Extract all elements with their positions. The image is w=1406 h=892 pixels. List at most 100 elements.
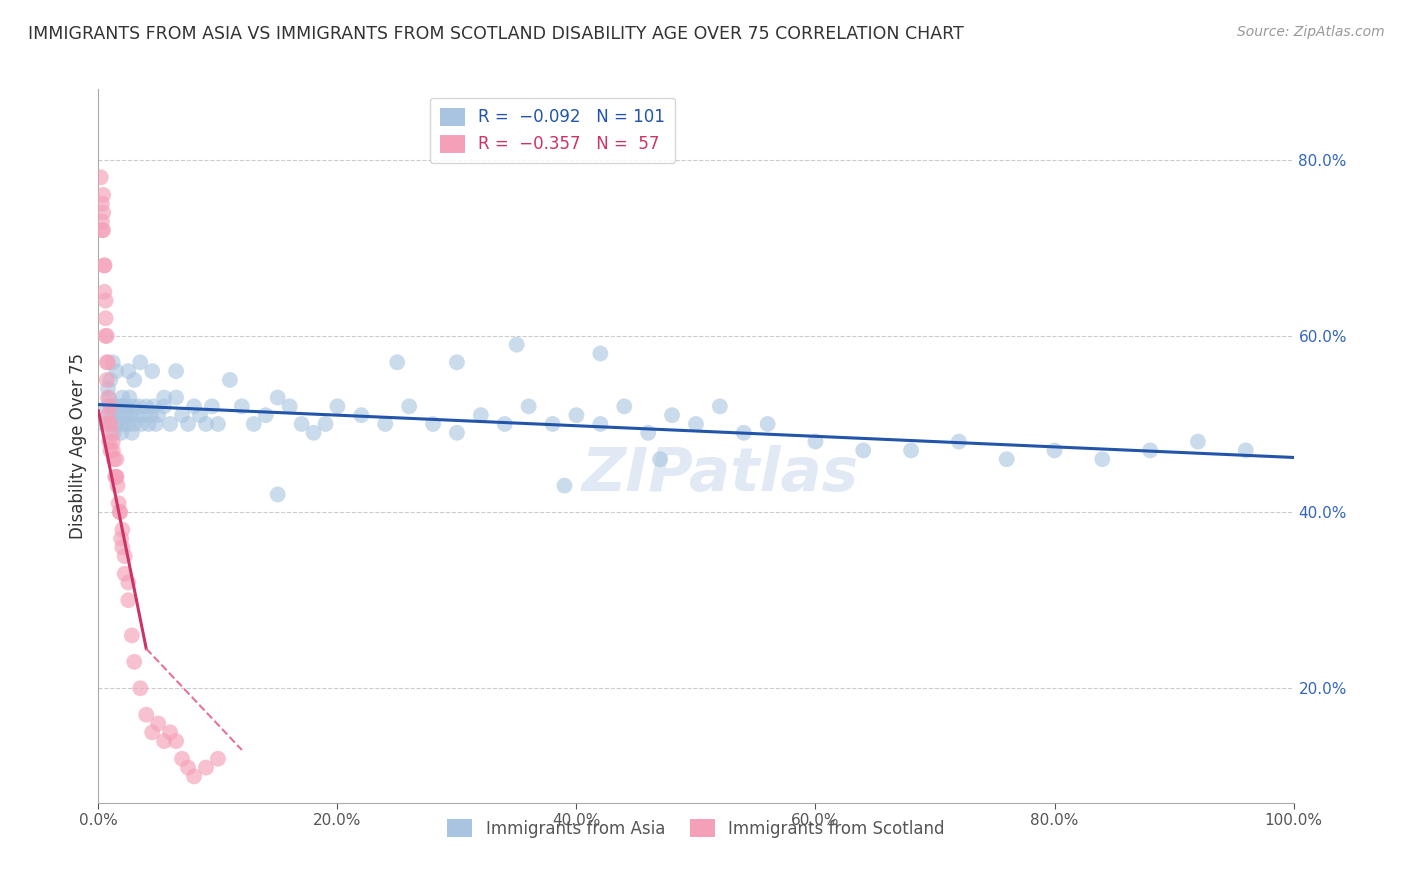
Point: [98, 400, 122, 414]
Point: [129, 681, 152, 696]
Point: [101, 408, 124, 422]
Point: [96, 400, 118, 414]
Point: [141, 725, 163, 739]
Point: [159, 417, 181, 431]
Point: [93, 259, 115, 273]
Point: [110, 532, 132, 546]
Point: [756, 417, 779, 431]
Point: [517, 400, 540, 414]
Point: [120, 408, 142, 422]
Point: [148, 716, 170, 731]
Point: [948, 434, 970, 449]
Point: [422, 417, 444, 431]
Point: [111, 541, 134, 555]
Point: [112, 408, 135, 422]
Point: [207, 752, 229, 766]
Point: [98, 443, 122, 458]
Point: [121, 425, 143, 440]
Point: [195, 417, 218, 431]
Text: IMMIGRANTS FROM ASIA VS IMMIGRANTS FROM SCOTLAND DISABILITY AGE OVER 75 CORRELAT: IMMIGRANTS FROM ASIA VS IMMIGRANTS FROM …: [28, 25, 965, 43]
Point: [94, 329, 117, 343]
Point: [93, 285, 115, 299]
Point: [97, 391, 120, 405]
Point: [470, 408, 492, 422]
Point: [141, 364, 163, 378]
Text: ZIPatlas: ZIPatlas: [581, 445, 859, 504]
Point: [91, 196, 114, 211]
Text: Source: ZipAtlas.com: Source: ZipAtlas.com: [1237, 25, 1385, 39]
Point: [159, 725, 181, 739]
Point: [131, 417, 153, 431]
Point: [153, 734, 176, 748]
Point: [114, 549, 136, 563]
Point: [207, 417, 229, 431]
Point: [118, 391, 141, 405]
Point: [98, 373, 122, 387]
Point: [613, 400, 636, 414]
Point: [183, 769, 205, 783]
Point: [177, 417, 200, 431]
Point: [107, 496, 129, 510]
Point: [96, 373, 118, 387]
Point: [108, 505, 131, 519]
Point: [105, 364, 128, 378]
Point: [1139, 443, 1161, 458]
Point: [125, 408, 148, 422]
Point: [374, 417, 396, 431]
Point: [153, 400, 176, 414]
Point: [291, 417, 314, 431]
Point: [637, 425, 659, 440]
Point: [100, 400, 122, 414]
Point: [219, 373, 242, 387]
Point: [648, 452, 672, 467]
Point: [117, 575, 139, 590]
Point: [165, 734, 187, 748]
Point: [1234, 443, 1257, 458]
Point: [100, 425, 122, 440]
Point: [124, 373, 146, 387]
Point: [90, 170, 112, 185]
Point: [104, 470, 127, 484]
Point: [91, 214, 114, 228]
Point: [124, 655, 146, 669]
Point: [101, 355, 124, 369]
Point: [1187, 434, 1209, 449]
Point: [94, 293, 117, 308]
Point: [733, 425, 755, 440]
Point: [709, 400, 731, 414]
Point: [98, 391, 121, 405]
Point: [93, 417, 115, 431]
Point: [96, 355, 118, 369]
Point: [98, 417, 122, 431]
Y-axis label: Disability Age Over 75: Disability Age Over 75: [69, 353, 87, 539]
Point: [138, 417, 160, 431]
Point: [661, 408, 683, 422]
Point: [124, 417, 146, 431]
Point: [1043, 443, 1066, 458]
Point: [104, 400, 127, 414]
Point: [117, 364, 139, 378]
Point: [685, 417, 707, 431]
Point: [115, 400, 138, 414]
Point: [145, 417, 167, 431]
Point: [278, 400, 301, 414]
Point: [91, 205, 114, 219]
Point: [93, 259, 115, 273]
Point: [129, 355, 152, 369]
Point: [110, 425, 132, 440]
Point: [995, 452, 1018, 467]
Point: [103, 452, 125, 467]
Point: [128, 400, 150, 414]
Point: [96, 329, 118, 343]
Point: [267, 391, 290, 405]
Point: [565, 408, 588, 422]
Point: [1091, 452, 1114, 467]
Point: [153, 391, 176, 405]
Point: [183, 400, 205, 414]
Point: [201, 400, 224, 414]
Point: [94, 311, 117, 326]
Point: [165, 391, 187, 405]
Legend: Immigrants from Asia, Immigrants from Scotland: Immigrants from Asia, Immigrants from Sc…: [440, 813, 952, 845]
Point: [135, 400, 157, 414]
Point: [254, 408, 277, 422]
